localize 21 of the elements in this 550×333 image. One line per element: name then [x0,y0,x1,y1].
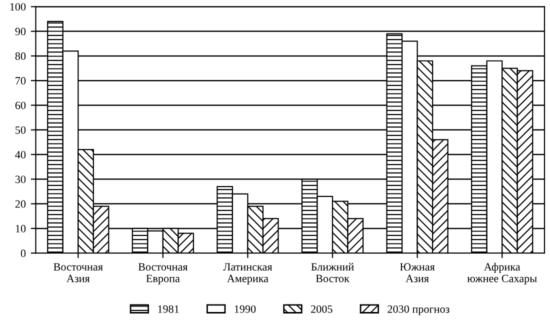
y-tick-label: 20 [15,200,26,208]
legend-label: 2030 прогноз [388,305,450,316]
y-tick-label: 30 [15,176,26,184]
y-tick-label: 60 [15,102,26,110]
x-tick-label: Латинская Америка [223,263,272,284]
y-tick-label: 40 [15,150,26,158]
y-tick-label: 10 [16,224,26,232]
legend-label: 1981 [158,305,179,313]
legend-label: 2005 [311,305,332,313]
y-tick-label: 100 [10,3,26,11]
y-tick-label: 70 [16,77,26,85]
x-tick-label: Ближний Восток [311,262,354,282]
x-tick-label: Восточная Азия [54,263,103,282]
y-tick-label: 0 [20,250,26,258]
x-tick-label: Южная Азия [400,263,435,282]
y-tick-label: 90 [15,28,26,36]
y-tick-label: 80 [15,52,26,60]
legend-label: 1990 [234,305,256,313]
x-tick-label: Восточная Европа [138,263,188,284]
x-tick-label: Африка южнее Сахары [467,262,537,284]
y-tick-label: 50 [16,126,26,134]
